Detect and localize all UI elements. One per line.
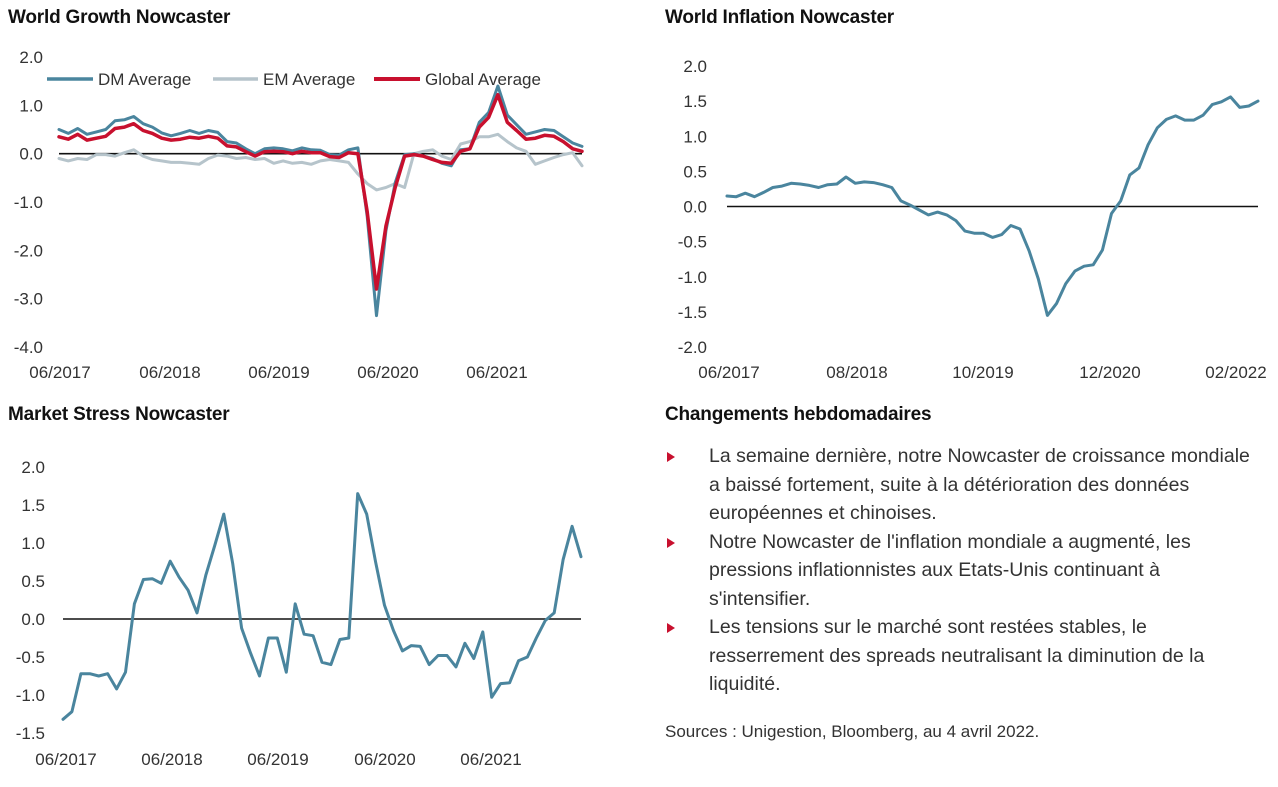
y-tick-label: 0.0 [19,145,43,164]
y-tick-label: -1.5 [678,303,707,322]
y-tick-label: 1.0 [683,127,707,146]
x-tick-label: 06/2019 [248,363,309,382]
x-tick-label: 06/2018 [139,363,200,382]
y-tick-label: 2.0 [21,458,45,477]
y-tick-label: -1.5 [16,724,45,743]
series-line [725,95,1260,317]
x-tick-label: 02/2022 [1205,363,1266,382]
y-tick-label: 1.0 [21,534,45,553]
series-line [57,84,584,318]
series-line [61,492,583,721]
source-note: Sources : Unigestion, Bloomberg, au 4 av… [665,722,1040,741]
x-tick-label: 06/2019 [247,750,308,769]
y-tick-label: -2.0 [14,241,43,260]
legend-label: DM Average [98,70,191,89]
series-line [57,132,584,192]
y-tick-label: -4.0 [14,338,43,357]
y-tick-label: 0.0 [683,198,707,217]
y-tick-label: 1.5 [683,92,707,111]
series-line [57,92,584,291]
y-tick-label: -1.0 [678,268,707,287]
weekly-changes-title: Changements hebdomadaires [665,404,932,425]
x-tick-label: 06/2021 [460,750,521,769]
inflation-chart-title: World Inflation Nowcaster [665,7,895,28]
x-tick-label: 06/2020 [357,363,418,382]
y-tick-label: 0.5 [21,572,45,591]
growth-chart-title: World Growth Nowcaster [8,7,231,28]
bullet-arrow-icon [667,623,675,633]
x-tick-label: 06/2018 [141,750,202,769]
bullet-arrow-icon [667,537,675,548]
bullet-item: La semaine dernière, notre Nowcaster de … [665,442,1265,528]
y-tick-label: 2.0 [683,57,707,76]
stress-chart-title: Market Stress Nowcaster [8,404,230,425]
bullet-item: Les tensions sur le marché sont restées … [665,613,1265,699]
x-tick-label: 06/2017 [29,363,90,382]
weekly-changes-list: La semaine dernière, notre Nowcaster de … [665,442,1265,699]
x-tick-label: 06/2017 [35,750,96,769]
y-tick-label: 0.0 [21,610,45,629]
y-tick-label: -0.5 [16,648,45,667]
x-tick-label: 06/2021 [466,363,527,382]
y-tick-label: 1.5 [21,496,45,515]
bullet-text: La semaine dernière, notre Nowcaster de … [709,445,1250,524]
x-tick-label: 08/2018 [826,363,887,382]
y-tick-label: 0.5 [683,162,707,181]
y-tick-label: -1.0 [16,686,45,705]
y-tick-label: -1.0 [14,193,43,212]
y-tick-label: 2.0 [19,48,43,67]
y-tick-label: -0.5 [678,233,707,252]
bullet-arrow-icon [667,452,675,462]
x-tick-label: 06/2020 [354,750,415,769]
legend-label: Global Average [425,70,541,89]
x-tick-label: 12/2020 [1079,363,1140,382]
bullet-text: Les tensions sur le marché sont restées … [709,616,1205,695]
bullet-item: Notre Nowcaster de l'inflation mondiale … [665,528,1265,614]
y-tick-label: -3.0 [14,290,43,309]
x-tick-label: 10/2019 [952,363,1013,382]
y-tick-label: -2.0 [678,338,707,357]
legend-label: EM Average [263,70,355,89]
y-tick-label: 1.0 [19,96,43,115]
bullet-text: Notre Nowcaster de l'inflation mondiale … [709,530,1191,610]
x-tick-label: 06/2017 [698,363,759,382]
